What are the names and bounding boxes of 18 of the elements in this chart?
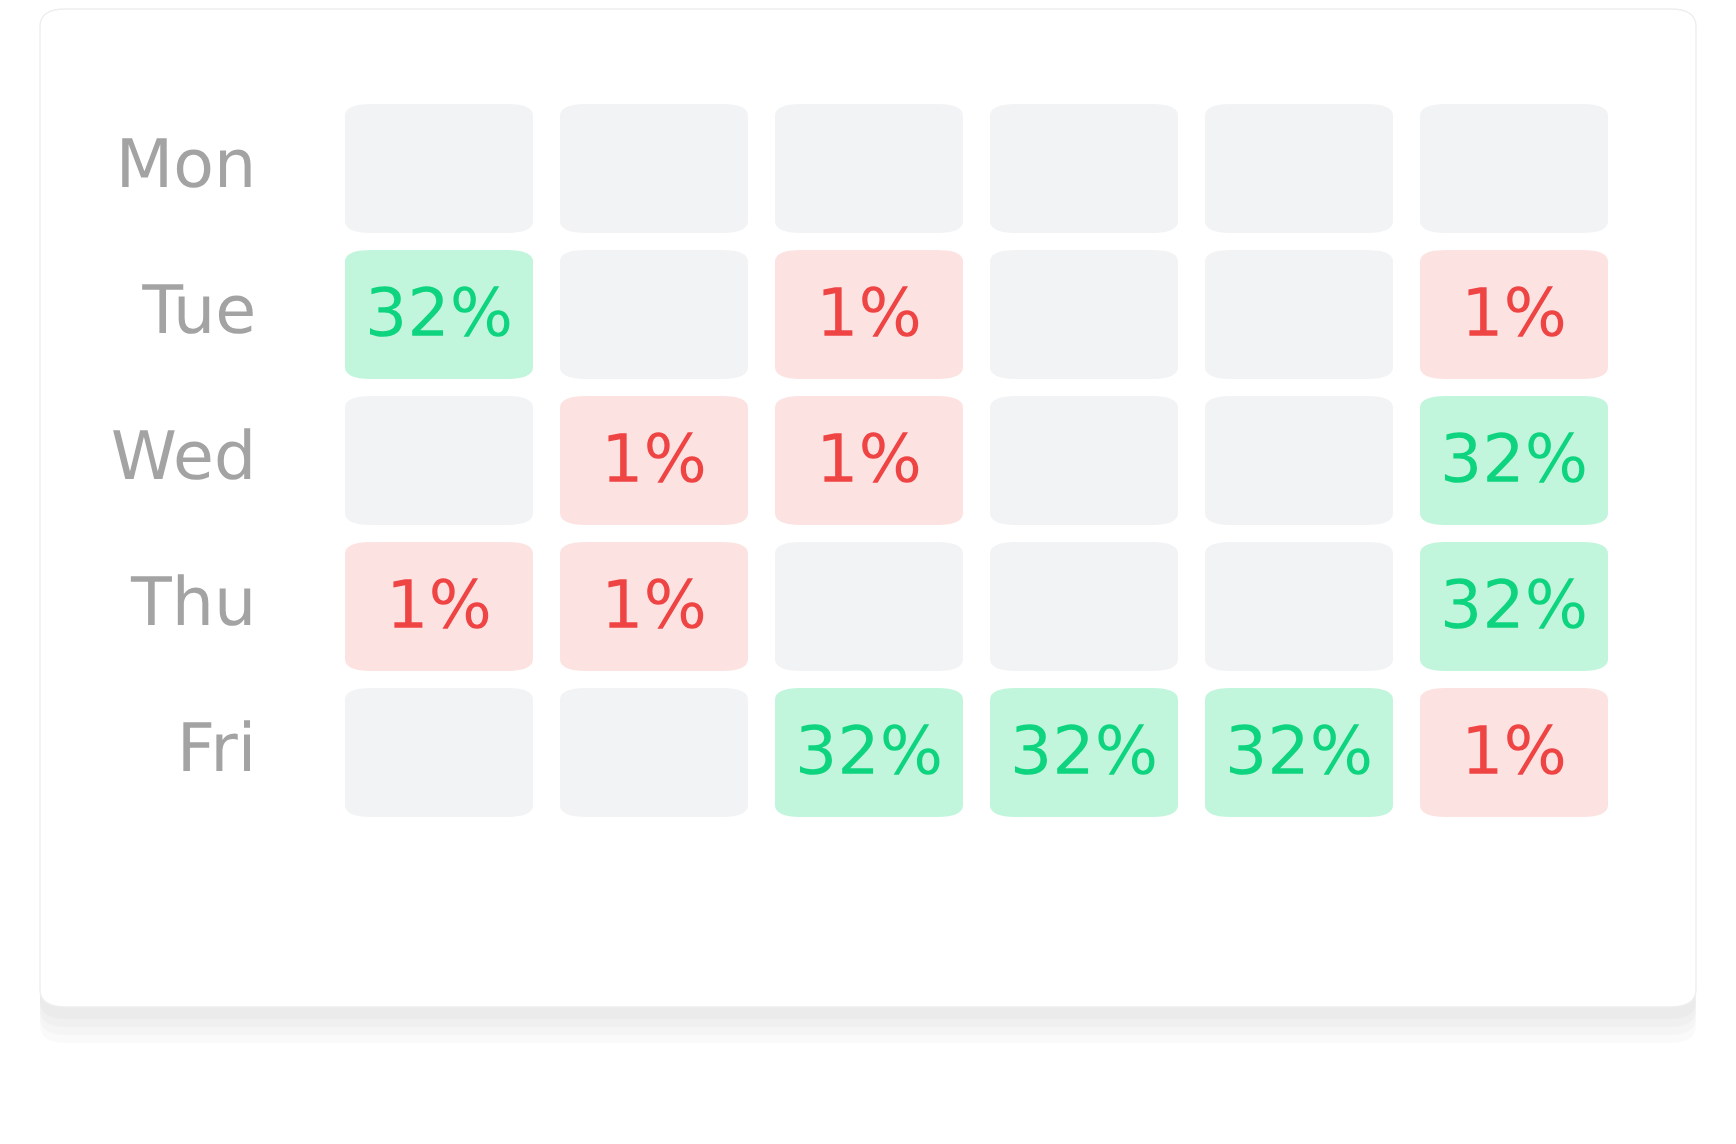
y-tick-label: Thu xyxy=(130,574,251,626)
data-label: 1% xyxy=(823,286,919,337)
y-tick-label: Wed xyxy=(113,428,251,480)
data-label: 1% xyxy=(1468,286,1564,337)
data-label: 32% xyxy=(1229,724,1370,775)
data-label: 32% xyxy=(1444,578,1585,629)
data-label: 1% xyxy=(393,578,489,629)
data-label: 32% xyxy=(369,286,510,337)
data-label: 32% xyxy=(1014,724,1155,775)
y-tick-label: Fri xyxy=(183,720,251,771)
data-label: 1% xyxy=(608,432,704,483)
y-tick-label: Mon xyxy=(122,138,251,188)
data-label: 32% xyxy=(799,724,940,775)
data-label: 1% xyxy=(1468,724,1564,775)
y-tick-label: Tue xyxy=(142,284,253,334)
data-label: 32% xyxy=(1444,432,1585,483)
data-label: 1% xyxy=(608,578,704,629)
data-label: 1% xyxy=(823,432,919,483)
